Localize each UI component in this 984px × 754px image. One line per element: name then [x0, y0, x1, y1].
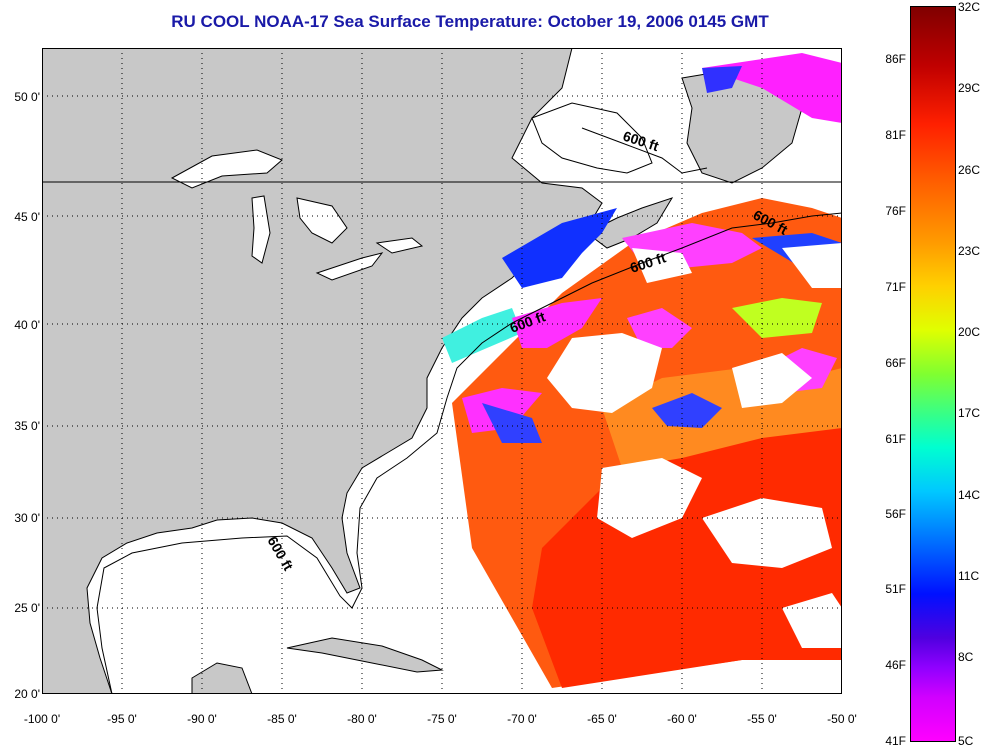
sst-map: 600 ft 600 ft 600 ft 600 ft 600 ft: [42, 48, 842, 694]
lon-tick-label: -90 0': [187, 712, 217, 726]
land-cuba: [286, 637, 444, 673]
colorbar-label-fahrenheit: 66F: [885, 356, 906, 370]
colorbar-label-celsius: 23C: [958, 244, 981, 258]
lat-tick-label: 40 0': [14, 318, 40, 332]
lon-tick-label: -70 0': [507, 712, 537, 726]
lon-tick-label: -50 0': [827, 712, 857, 726]
lake-huron: [296, 197, 348, 244]
colorbar-label-celsius: 8C: [958, 650, 974, 664]
lat-tick-label: 25 0': [14, 601, 40, 615]
colorbar-label-fahrenheit: 81F: [885, 128, 906, 142]
land-north-america: [42, 48, 603, 694]
land-yucatan: [191, 662, 253, 694]
colorbar-label-celsius: 26C: [958, 163, 981, 177]
lat-tick-label: 20 0': [14, 687, 40, 701]
lake-erie: [315, 252, 384, 281]
lat-tick-label: 50 0': [14, 90, 40, 104]
colorbar-label-fahrenheit: 61F: [885, 432, 906, 446]
colorbar-label-celsius: 11C: [958, 569, 980, 583]
colorbar-label-celsius: 32C: [958, 0, 981, 14]
lat-tick-label: 30 0': [14, 511, 40, 525]
lon-tick-label: -65 0': [587, 712, 617, 726]
gulf-of-st-lawrence: [531, 102, 653, 174]
lon-tick-label: -100 0': [23, 712, 61, 726]
colorbar-label-fahrenheit: 46F: [885, 658, 906, 672]
colorbar-label-celsius: 29C: [958, 81, 981, 95]
lake-michigan: [251, 195, 271, 264]
lon-tick-label: -95 0': [107, 712, 137, 726]
colorbar-label-fahrenheit: 41F: [885, 734, 906, 748]
colorbar-label-celsius: 20C: [958, 325, 981, 339]
colorbar-label-fahrenheit: 51F: [885, 582, 906, 596]
lon-tick-label: -75 0': [427, 712, 457, 726]
colorbar-label-celsius: 14C: [958, 488, 981, 502]
lat-tick-label: 35 0': [14, 419, 40, 433]
colorbar-label-celsius: 5C: [958, 734, 974, 748]
land-nova-scotia: [586, 197, 674, 249]
colorbar-label-fahrenheit: 86F: [885, 52, 906, 66]
lon-tick-label: -85 0': [267, 712, 297, 726]
sst-swath: [442, 53, 842, 688]
lon-tick-label: -60 0': [667, 712, 697, 726]
lon-tick-label: -55 0': [747, 712, 777, 726]
colorbar-label-celsius: 17C: [958, 406, 981, 420]
colorbar-label-fahrenheit: 76F: [885, 204, 906, 218]
lake-superior: [170, 149, 283, 189]
colorbar-label-fahrenheit: 56F: [885, 507, 906, 521]
temperature-colorbar: [910, 6, 956, 742]
map-title: RU COOL NOAA-17 Sea Surface Temperature:…: [171, 12, 769, 31]
colorbar-label-fahrenheit: 71F: [885, 280, 906, 294]
contour-600ft: [96, 212, 842, 694]
lon-tick-label: -80 0': [347, 712, 377, 726]
lake-ontario: [375, 237, 424, 254]
lat-tick-label: 45 0': [14, 210, 40, 224]
